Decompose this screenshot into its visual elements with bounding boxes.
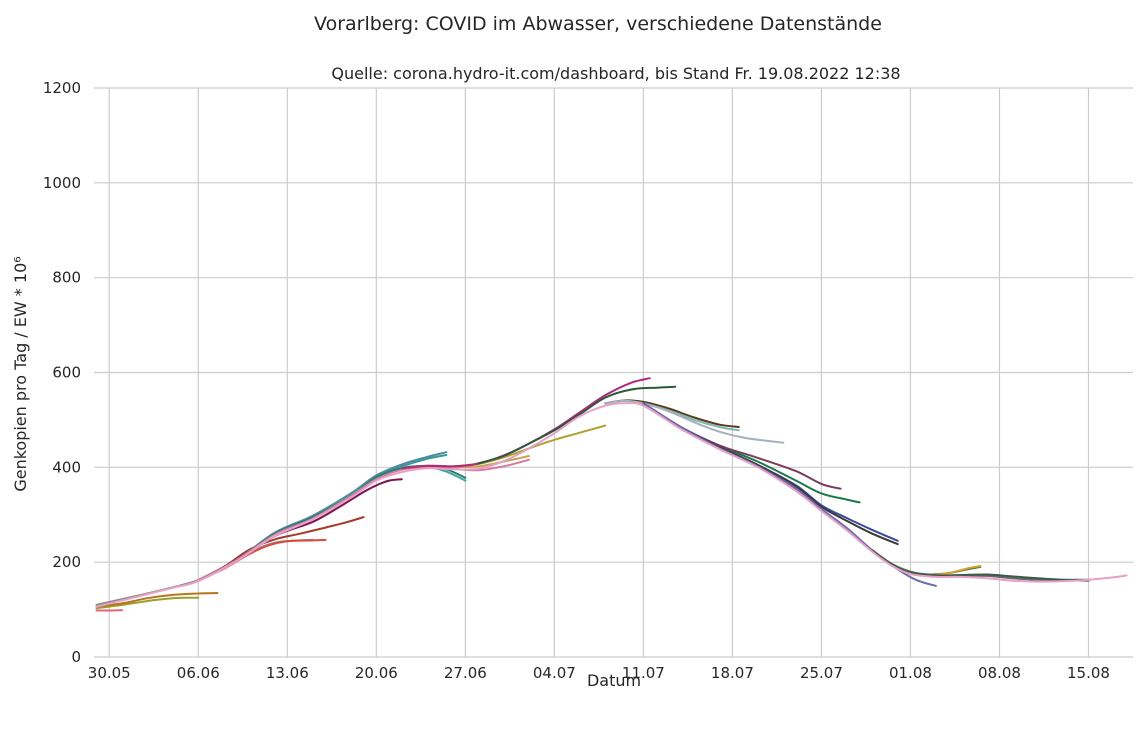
x-axis-label: Datum [587,671,641,690]
chart-subtitle: Quelle: corona.hydro-it.com/dashboard, b… [331,64,900,83]
y-tick-label: 1200 [43,79,81,97]
y-tick-label: 0 [71,648,81,666]
y-axis-label: Genkopien pro Tag / EW * 10⁶ [11,256,30,491]
grid [94,87,1133,658]
series-line-25 [642,402,937,587]
series-line-20 [604,399,785,444]
x-tick-label: 18.07 [711,664,754,682]
y-axis-ticks: 0 200 400 600 800 1000 1200 [43,79,81,666]
y-tick-label: 800 [52,269,81,287]
x-axis-ticks: 30.05 06.06 13.06 20.06 27.06 04.07 11.07 18.07… [88,664,1110,682]
chart-title: Vorarlberg: COVID im Abwasser, verschied… [314,13,882,35]
y-tick-label: 600 [52,364,81,382]
x-tick-label: 13.06 [266,664,309,682]
x-tick-label: 06.06 [177,664,220,682]
x-tick-label: 30.05 [88,664,131,682]
y-tick-label: 1000 [43,174,81,192]
y-tick-label: 400 [52,458,81,476]
series-line-17 [477,385,677,465]
series-line-29 [871,549,1090,581]
x-tick-label: 25.07 [800,664,843,682]
x-tick-label: 01.08 [889,664,932,682]
series-lines [95,377,1128,612]
series-line-3 [95,592,219,608]
x-tick-label: 20.06 [355,664,398,682]
series-line-13 [197,458,530,582]
series-line-30 [95,401,1128,608]
x-tick-label: 04.07 [533,664,576,682]
x-tick-label: 15.08 [1067,664,1110,682]
x-tick-label: 27.06 [444,664,487,682]
series-line-2 [95,596,200,610]
x-tick-label: 11.07 [622,664,665,682]
y-tick-label: 200 [52,553,81,571]
x-tick-label: 08.08 [978,664,1021,682]
